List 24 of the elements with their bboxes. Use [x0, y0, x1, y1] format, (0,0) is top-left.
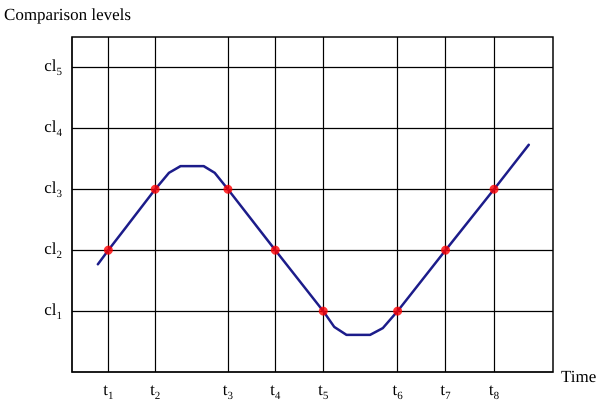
x-tick-label: t$_{2}$: [150, 380, 160, 402]
point: [270, 246, 280, 255]
x-tick-label: t$_{6}$: [392, 380, 403, 402]
x-tick-label: t$_{3}$: [222, 380, 234, 402]
point: [441, 246, 450, 255]
point: [318, 306, 328, 316]
x-tick-label: t$_{5}$: [318, 380, 328, 402]
y-tick-label: cl$_{5}$: [44, 56, 62, 78]
point: [150, 184, 160, 194]
point: [223, 184, 232, 194]
x-tick-label: t$_{4}$: [270, 380, 280, 402]
y-tick-label: cl$_{1}$: [44, 300, 62, 322]
point: [393, 306, 402, 316]
y-tick-label: cl$_{4}$: [44, 117, 62, 140]
x-tick-label: t$_{8}$: [488, 380, 500, 402]
y-tick-label: cl$_{3}$: [44, 178, 62, 200]
x-axis-title: Time: [561, 367, 596, 386]
point: [104, 246, 113, 255]
y-tick-label: cl$_{2}$: [44, 239, 62, 262]
x-tick-label: t$_{7}$: [440, 380, 451, 402]
line-series: [96, 144, 530, 336]
point: [490, 184, 499, 194]
y-axis-title: Comparison levels: [4, 5, 132, 24]
x-tick-label: t$_{1}$: [103, 380, 114, 402]
